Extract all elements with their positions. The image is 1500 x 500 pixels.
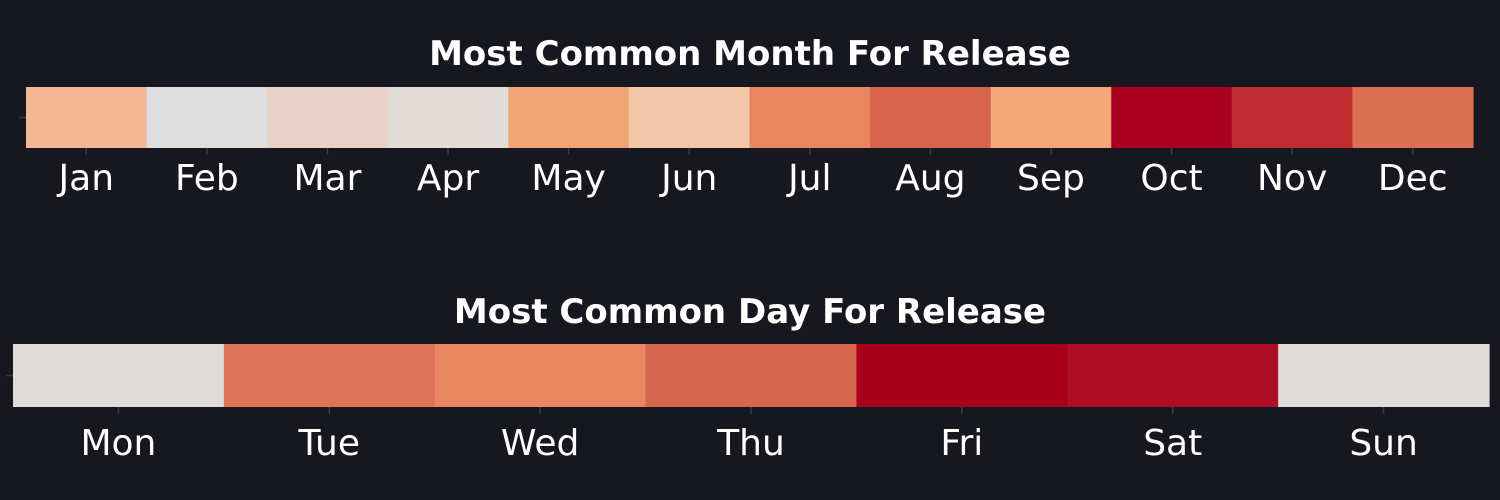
month-cell-dec xyxy=(1352,87,1474,148)
month-tick-label-sep: Sep xyxy=(1017,158,1085,199)
month-tick-label-feb: Feb xyxy=(175,158,239,199)
month-tick-label-jul: Jul xyxy=(786,158,831,199)
month-cell-sep xyxy=(990,87,1112,148)
day-cell-tue xyxy=(223,344,436,407)
day-cells xyxy=(13,344,1490,407)
day-cell-sun xyxy=(1278,344,1490,407)
month-cell-jun xyxy=(628,87,751,148)
month-tick-label-may: May xyxy=(531,158,605,199)
month-cell-jul xyxy=(749,87,871,148)
month-cell-jan xyxy=(26,87,148,148)
day-tick-labels: Mon Tue Wed Thu Fri Sat Sun xyxy=(6,374,1418,464)
month-cell-apr xyxy=(387,87,509,148)
month-cell-oct xyxy=(1111,87,1233,148)
month-cell-nov xyxy=(1231,87,1354,148)
day-chart-title: Most Common Day For Release xyxy=(454,292,1046,332)
month-tick-label-oct: Oct xyxy=(1140,158,1202,199)
day-heatmap: Most Common Day For Release Mon Tue Wed Thu… xyxy=(6,292,1490,464)
month-tick-label-apr: Apr xyxy=(417,158,479,199)
month-tick-label-aug: Aug xyxy=(895,158,965,199)
day-tick-label-sat: Sat xyxy=(1143,423,1202,464)
month-tick-label-jun: Jun xyxy=(659,158,717,199)
day-tick-label-tue: Tue xyxy=(298,423,361,464)
month-tick-label-dec: Dec xyxy=(1378,158,1448,199)
day-tick-label-thu: Thu xyxy=(716,423,785,464)
month-cell-mar xyxy=(267,87,389,148)
day-tick-label-fri: Fri xyxy=(940,423,983,464)
month-cell-aug xyxy=(870,87,992,148)
month-tick-labels: Jan Feb Mar Apr May Jun Jul Aug Sep Oct Nov Dec xyxy=(19,116,1448,199)
day-tick-label-wed: Wed xyxy=(501,423,580,464)
month-tick-label-nov: Nov xyxy=(1257,158,1327,199)
month-cell-may xyxy=(508,87,630,148)
day-tick-label-mon: Mon xyxy=(80,423,156,464)
day-cell-thu xyxy=(645,344,858,407)
month-tick-label-jan: Jan xyxy=(57,158,115,199)
day-cell-fri xyxy=(856,344,1068,407)
day-cell-mon xyxy=(13,344,225,407)
day-tick-label-sun: Sun xyxy=(1349,423,1417,464)
month-cells xyxy=(26,87,1474,148)
month-tick-label-mar: Mar xyxy=(293,158,361,199)
month-chart-title: Most Common Month For Release xyxy=(429,34,1071,74)
month-heatmap: Most Common Month For Release Jan Feb Mar A… xyxy=(19,34,1474,199)
month-cell-feb xyxy=(146,87,268,148)
day-cell-wed xyxy=(434,344,647,407)
day-cell-sat xyxy=(1067,344,1279,407)
